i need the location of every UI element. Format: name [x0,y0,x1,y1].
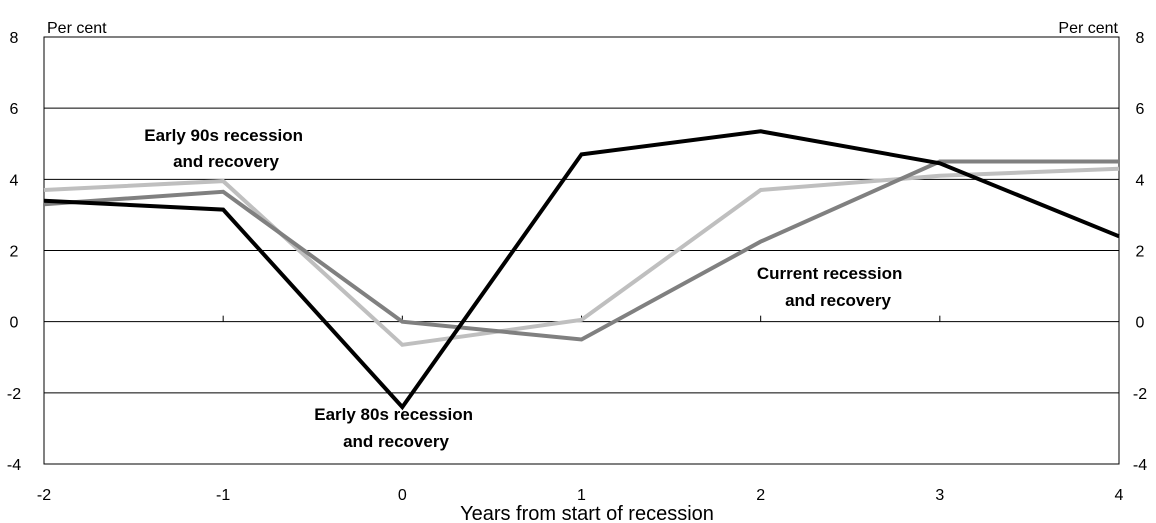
y-tick-label-left-6: 8 [10,30,19,47]
y-tick-label-right-1: -2 [1133,386,1147,403]
y-tick-label-left-5: 6 [10,101,19,118]
x-tick-label-1: -1 [216,487,230,504]
x-tick-label-6: 4 [1115,487,1124,504]
series-line-0 [43,129,1120,411]
right-unit-label: Per cent [1058,20,1118,37]
x-tick-label-2: 0 [398,487,407,504]
annotation-early-90s: Early 90s recession and recovery [144,126,308,171]
annotation-current-line-1: Current recession [757,264,903,283]
annotation-current-line-2: and recovery [785,291,891,310]
x-tick-label-3: 1 [577,487,586,504]
y-tick-label-right-0: -4 [1133,457,1147,474]
y-tick-label-left-4: 4 [10,172,19,189]
annotation-early-90s-line-1: Early 90s recession [144,126,303,145]
y-tick-label-right-4: 4 [1136,172,1145,189]
y-tick-label-right-2: 0 [1136,315,1145,332]
y-tick-label-right-5: 6 [1136,101,1145,118]
annotation-current: Current recession and recovery [757,264,907,310]
plot-frame [43,36,1120,465]
series-line-2 [43,166,1120,347]
annotation-early-80s: Early 80s recession and recovery [314,405,478,451]
y-tick-label-left-1: -2 [7,386,21,403]
x-tick-label-4: 2 [756,487,765,504]
x-axis-tick-labels: -2 -1 0 1 2 3 4 [37,487,1124,504]
y-axis-tick-labels: -4 -4 -2 -2 0 0 2 2 4 4 6 6 8 8 [7,30,1147,474]
y-tick-label-left-3: 2 [10,244,19,261]
x-tick-label-5: 3 [935,487,944,504]
plot-border [43,36,1120,465]
x-axis-title: Years from start of recession [460,503,714,523]
annotation-early-80s-line-1: Early 80s recession [314,405,473,424]
series-lines [43,129,1120,411]
y-tick-label-right-3: 2 [1136,244,1145,261]
annotation-early-80s-line-2: and recovery [343,432,449,451]
y-tick-label-left-0: -4 [7,457,21,474]
gridlines [44,107,1119,394]
annotation-early-90s-line-2: and recovery [173,152,279,171]
y-tick-label-right-6: 8 [1136,30,1145,47]
y-tick-label-left-2: 0 [10,315,19,332]
left-unit-label: Per cent [47,20,107,37]
x-tick-label-0: -2 [37,487,51,504]
